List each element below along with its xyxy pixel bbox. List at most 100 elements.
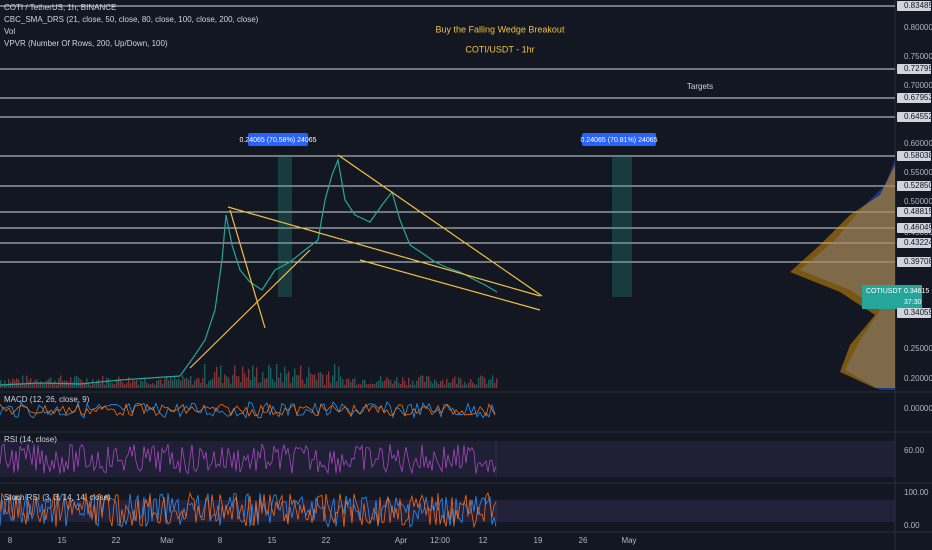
volume-bar	[492, 375, 494, 388]
volume-bar	[338, 366, 340, 388]
volume-bar	[372, 383, 374, 388]
volume-bar	[380, 376, 382, 388]
volume-bar	[494, 382, 496, 388]
volume-bar	[318, 372, 320, 388]
volume-bar	[194, 380, 196, 388]
volume-bar	[260, 382, 262, 388]
volume-bar	[214, 371, 216, 388]
volume-bar	[0, 380, 2, 388]
volume-bar	[342, 379, 344, 388]
volume-bar	[68, 382, 70, 388]
volume-bar	[330, 383, 332, 388]
volume-bar	[218, 377, 220, 388]
volume-bar	[238, 376, 240, 388]
time-axis-label: 22	[322, 536, 331, 545]
rsi-band	[0, 441, 497, 477]
price-level-box	[897, 257, 931, 267]
volume-bar	[482, 376, 484, 388]
volume-bar	[424, 381, 426, 388]
volume-bar	[134, 380, 136, 388]
volume-bar	[488, 379, 490, 388]
volume-bar	[258, 383, 260, 388]
volume-bar	[348, 378, 350, 388]
volume-bar	[118, 376, 120, 388]
volume-bar	[302, 379, 304, 388]
volume-bar	[34, 380, 36, 388]
volume-bar	[430, 381, 432, 388]
volume-bar	[466, 384, 468, 388]
volume-bar	[174, 377, 176, 388]
volume-bar	[138, 384, 140, 388]
volume-bar	[432, 383, 434, 388]
measure-label-box	[248, 133, 308, 146]
volume-label[interactable]: Vol	[4, 27, 15, 36]
volume-bar	[410, 384, 412, 388]
measure-label: 0.24065 (70.58%) 24065	[239, 137, 316, 144]
indicator-label[interactable]: CBC_SMA_DRS (21, close, 50, close, 80, c…	[4, 15, 259, 24]
volume-bar	[142, 381, 144, 388]
volume-bar	[182, 375, 184, 388]
volume-bar	[32, 383, 34, 388]
macd-label[interactable]: MACD (12, 26, close, 9)	[4, 395, 90, 404]
volume-bar	[472, 382, 474, 388]
volume-bar	[400, 383, 402, 388]
volume-bar	[344, 384, 346, 388]
volume-bar	[266, 377, 268, 388]
stoch-label[interactable]: Stoch RSI (3, 3, 14, 14, close)	[4, 493, 111, 502]
volume-bar	[468, 382, 470, 388]
volume-bar	[490, 379, 492, 388]
volume-bar	[484, 377, 486, 388]
idea-subtitle: COTI/USDT - 1hr	[465, 44, 534, 54]
volume-bar	[106, 377, 108, 388]
volume-bar	[240, 382, 242, 388]
volume-bar	[90, 384, 92, 388]
volume-bar	[286, 373, 288, 388]
measure-label-box	[582, 133, 656, 146]
price-axis-label: 0.67953	[904, 93, 932, 102]
volume-bar	[250, 379, 252, 388]
stoch-axis-label: 100.00	[904, 488, 929, 497]
volume-bar	[42, 384, 44, 388]
rsi-label[interactable]: RSI (14, close)	[4, 435, 57, 444]
price-axis-label: 0.34059	[904, 308, 932, 317]
symbol-label[interactable]: COTI / TetherUS, 1h, BINANCE	[4, 3, 116, 12]
volume-bar	[442, 379, 444, 388]
volume-bar	[452, 378, 454, 388]
price-axis-label: 0.52850	[904, 181, 932, 190]
volume-bar	[146, 382, 148, 388]
price-axis-label: 0.58038	[904, 151, 932, 160]
price-level-box	[897, 64, 931, 74]
volume-bar	[354, 378, 356, 388]
volume-bar	[350, 382, 352, 388]
volume-bar	[242, 366, 244, 388]
volume-bar	[358, 383, 360, 388]
volume-bar	[96, 380, 98, 388]
volume-bar	[426, 375, 428, 388]
price-axis-label: 0.50000	[904, 197, 932, 206]
volume-bar	[160, 379, 162, 388]
volume-bar	[296, 375, 298, 388]
stoch-band	[495, 500, 895, 522]
volume-bar	[346, 378, 348, 388]
volume-bar	[190, 376, 192, 388]
volume-bar	[458, 377, 460, 388]
volume-bar	[166, 375, 168, 388]
volume-bar	[154, 384, 156, 388]
volume-bar	[236, 376, 238, 388]
volume-bar	[480, 375, 482, 388]
volume-bar	[270, 367, 272, 388]
volume-bar	[408, 377, 410, 388]
vpvr-label[interactable]: VPVR (Number Of Rows, 200, Up/Down, 100)	[4, 39, 168, 48]
volume-bar	[370, 383, 372, 388]
volume-bar	[16, 378, 18, 388]
volume-bar	[178, 378, 180, 388]
price-level-box	[897, 93, 931, 103]
oscillator-line	[0, 402, 496, 418]
volume-bar	[474, 384, 476, 388]
volume-bar	[94, 384, 96, 388]
volume-bar	[130, 383, 132, 388]
volume-bar	[450, 382, 452, 388]
volume-bar	[322, 374, 324, 388]
volume-bar	[222, 383, 224, 388]
